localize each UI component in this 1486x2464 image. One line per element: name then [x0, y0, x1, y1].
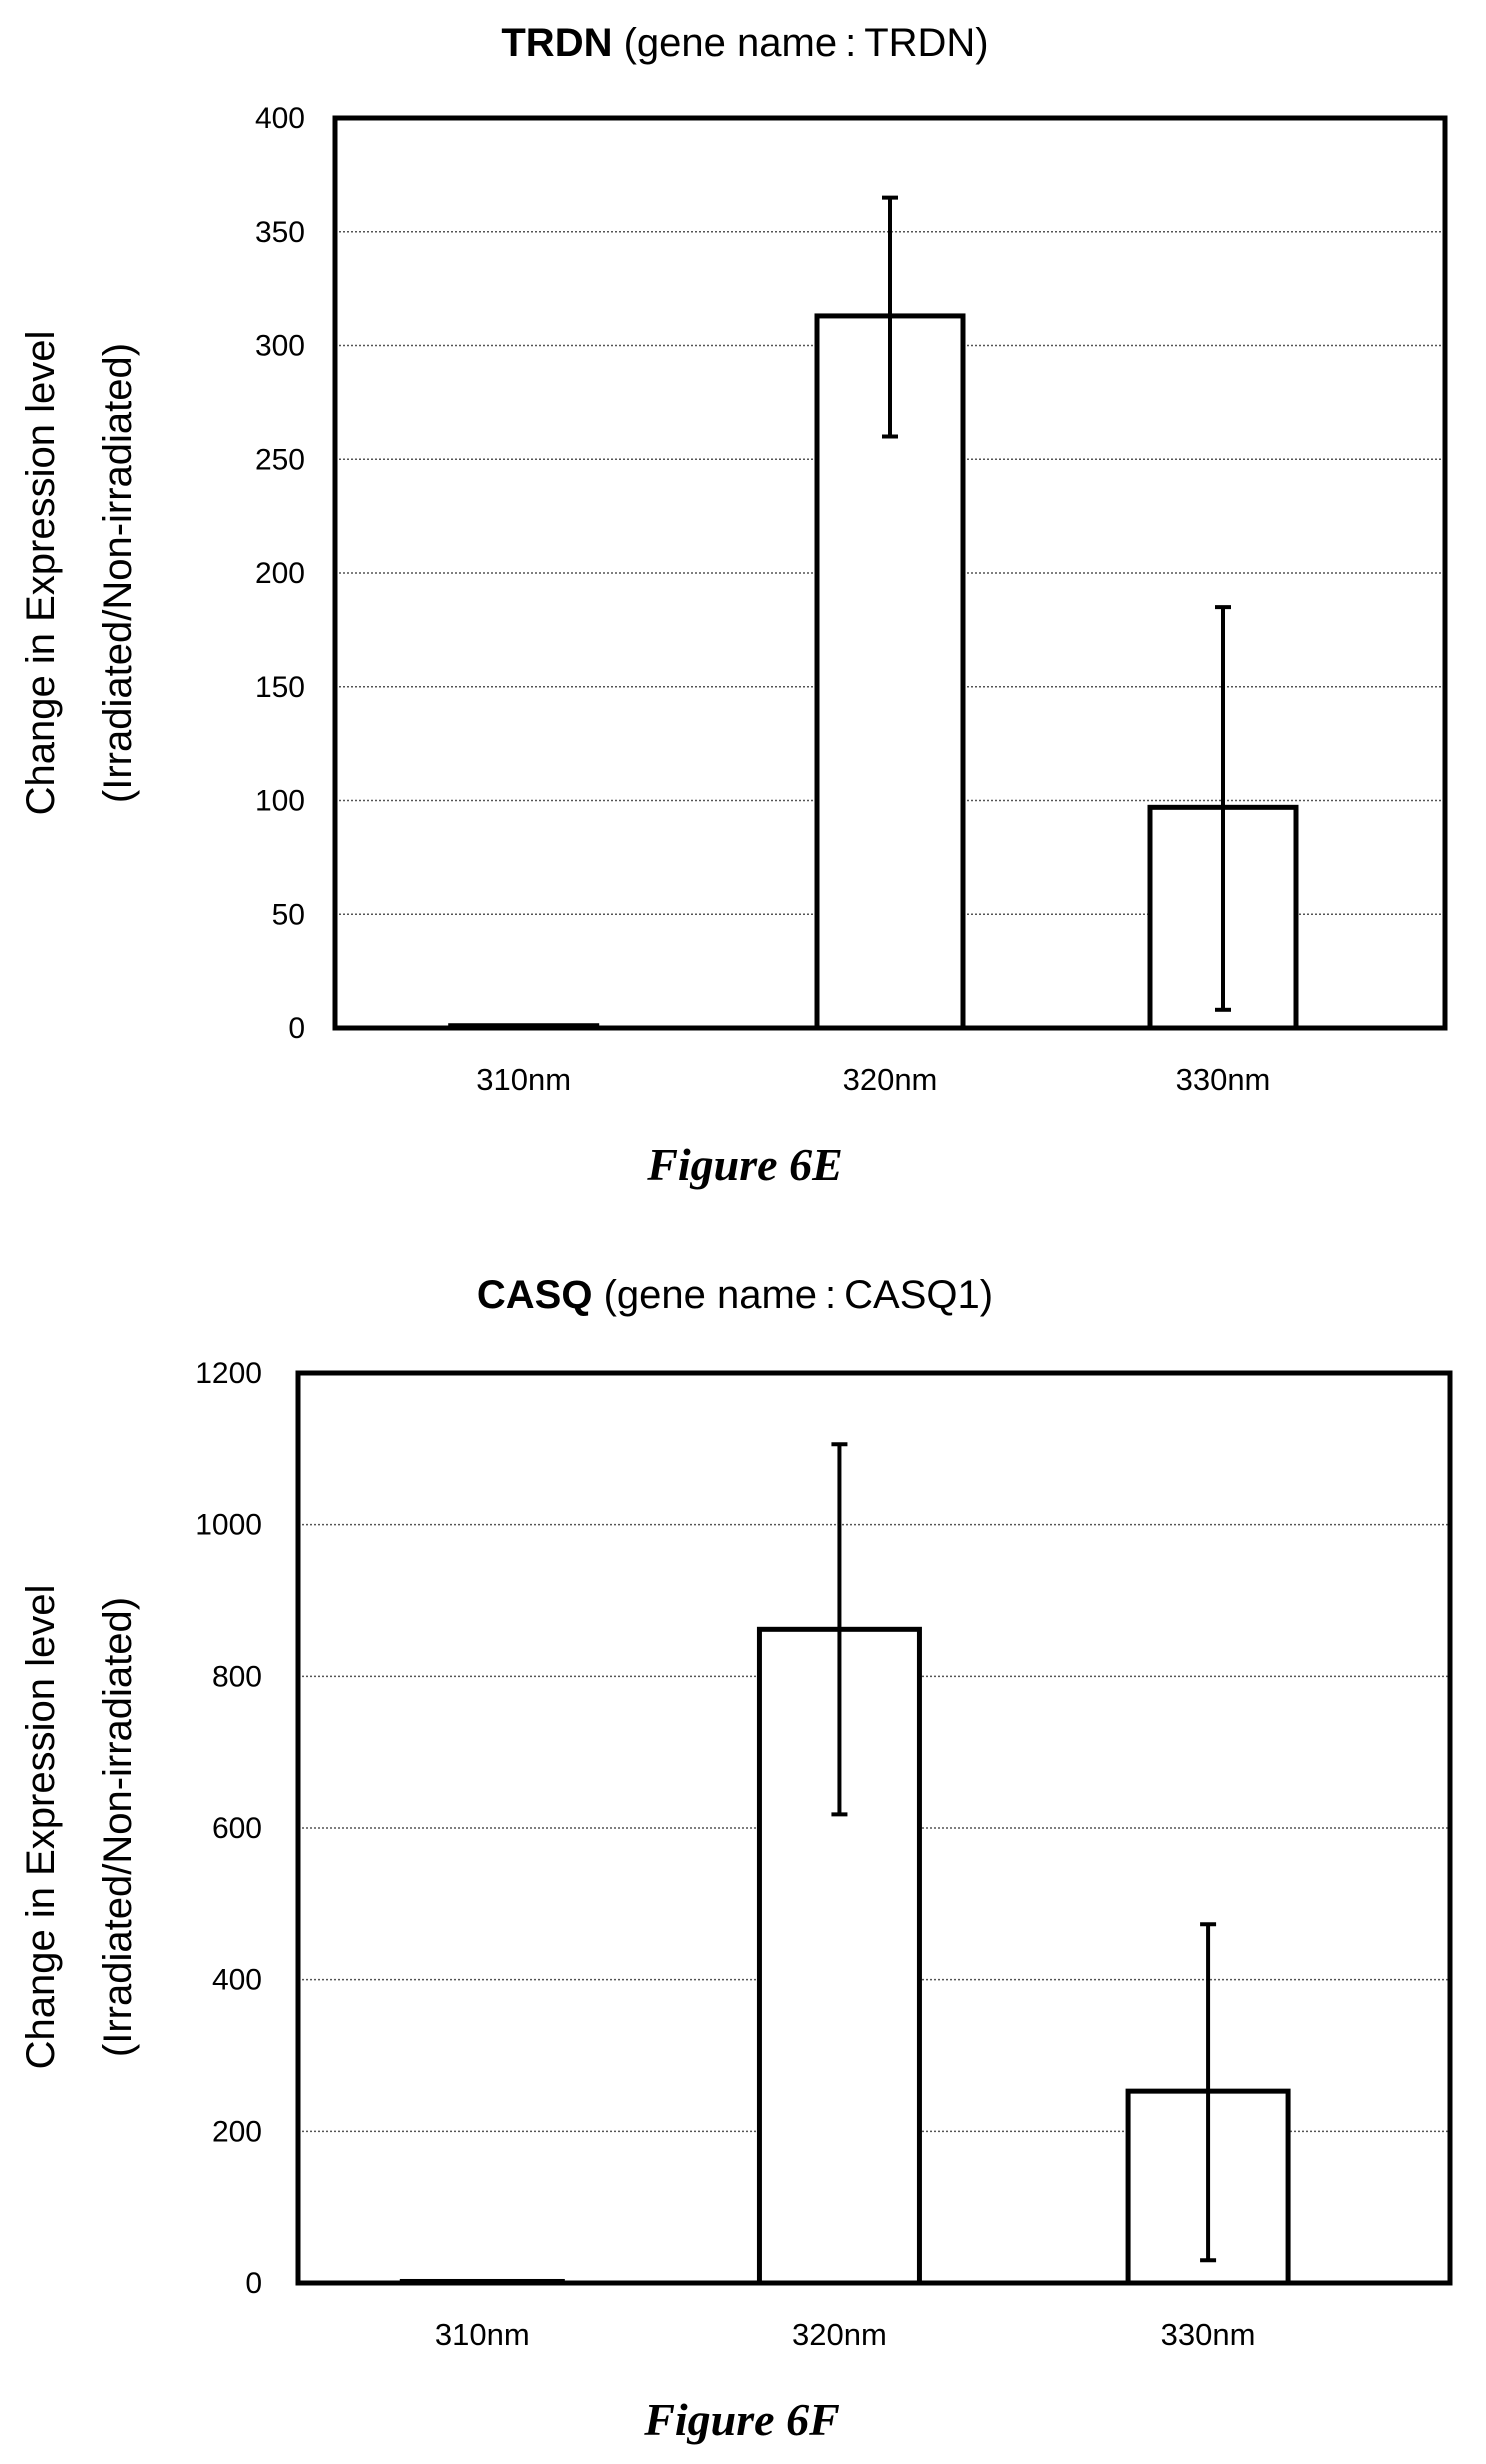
y-tick-label: 1000 — [195, 1509, 262, 1542]
y-tick-label: 400 — [212, 1964, 262, 1997]
y-tick-label: 200 — [255, 557, 305, 590]
x-tick-label: 330nm — [1176, 1062, 1271, 1097]
chart-title-gene: TRDN — [501, 21, 612, 65]
chart-2: CASQ (gene name : CASQ1) 0 200 400 600 800 100… — [19, 1273, 1453, 2445]
x-tick-label: 320nm — [792, 2317, 887, 2352]
chart-title: TRDN (gene name : TRDN) — [501, 21, 988, 65]
y-tick-label: 600 — [212, 1812, 262, 1845]
y-tick-label: 100 — [255, 785, 305, 818]
y-axis-label-line2: (Irradiated/Non-irradiated) — [96, 343, 140, 803]
y-tick-label: 1200 — [195, 1357, 262, 1390]
plot-frame — [332, 115, 1448, 1031]
y-tick-label: 350 — [255, 216, 305, 249]
x-tick-label: 320nm — [843, 1062, 938, 1097]
y-tick-label: 150 — [255, 671, 305, 704]
plot-frame — [295, 1370, 1453, 2286]
y-tick-label: 400 — [255, 102, 305, 135]
figure-caption: Figure 6F — [643, 2394, 840, 2445]
x-tick-label: 310nm — [435, 2317, 530, 2352]
y-axis-label-line1: Change in Expression level — [19, 331, 63, 816]
figure-caption: Figure 6E — [646, 1139, 843, 1190]
y-tick-label: 250 — [255, 443, 305, 476]
y-tick-label: 800 — [212, 1660, 262, 1693]
y-axis-label-line1: Change in Expression level — [19, 1585, 63, 2070]
chart-title-gene-name: (gene name : CASQ1) — [592, 1273, 993, 1317]
y-tick-label: 300 — [255, 330, 305, 363]
y-axis-label-line2: (Irradiated/Non-irradiated) — [96, 1597, 140, 2057]
y-tick-label: 50 — [272, 898, 305, 931]
chart-title-gene: CASQ — [477, 1273, 593, 1317]
y-tick-label: 0 — [288, 1012, 305, 1045]
chart-title: CASQ (gene name : CASQ1) — [477, 1273, 993, 1317]
x-tick-label: 310nm — [476, 1062, 571, 1097]
x-tick-label: 330nm — [1161, 2317, 1256, 2352]
y-tick-label: 200 — [212, 2115, 262, 2148]
y-tick-label: 0 — [245, 2267, 262, 2300]
chart-title-gene-name: (gene name : TRDN) — [612, 21, 988, 65]
chart-1: TRDN (gene name : TRDN) 0 50 100 150 200 250 30… — [19, 21, 1448, 1190]
